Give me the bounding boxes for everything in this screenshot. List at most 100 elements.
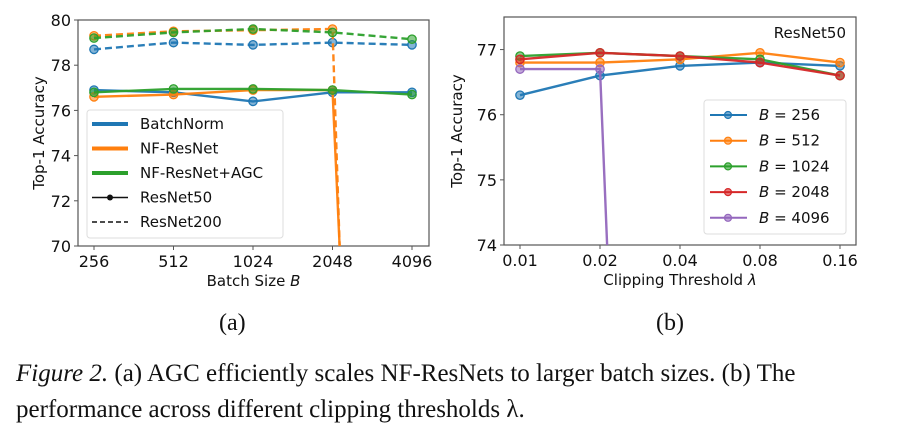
- legend-box: [703, 99, 847, 235]
- data-point: [595, 64, 605, 74]
- data-point: [407, 34, 417, 45]
- legend-label: B = 2048: [759, 183, 830, 201]
- legend-marker: [723, 136, 733, 145]
- subfigure-label-b: (b): [656, 310, 684, 336]
- chart-b-y-axis-label: Top-1 Accuracy: [448, 74, 466, 189]
- data-point: [675, 51, 685, 61]
- legend-label: ResNet50: [140, 189, 212, 207]
- data-point: [515, 90, 525, 101]
- data-point: [248, 96, 258, 107]
- data-point: [89, 87, 99, 98]
- legend-item: B = 512: [710, 132, 820, 150]
- legend-label: NF-ResNet+AGC: [140, 164, 263, 182]
- data-point: [168, 27, 179, 38]
- data-point: [248, 40, 258, 50]
- x-tick-label: 0.16: [822, 251, 858, 270]
- chart-b-annotation: ResNet50: [774, 24, 846, 42]
- y-tick-label: 70: [51, 237, 71, 256]
- legend-item: NF-ResNet: [92, 140, 219, 158]
- series-line: [520, 67, 609, 245]
- chart-a-y-axis-label: Top-1 Accuracy: [30, 76, 48, 191]
- data-point: [89, 33, 99, 43]
- chart-a-x-ticks: 256 512 1024 2048 4096: [79, 246, 433, 271]
- y-tick-label: 75: [477, 171, 497, 190]
- data-point: [515, 54, 525, 65]
- legend-label: B = 256: [759, 106, 820, 124]
- legend-box: [86, 109, 284, 239]
- data-point: [407, 89, 417, 100]
- chart-a-legend: BatchNorm NF-ResNet NF-ResNet+AGC ResNet50 R…: [86, 109, 284, 239]
- legend-symbol: B: [759, 157, 769, 175]
- data-point: [835, 57, 845, 68]
- chart-a-series: [89, 24, 417, 246]
- x-tick-label: 0.02: [582, 251, 618, 270]
- legend-item: NF-ResNet+AGC: [92, 164, 263, 182]
- legend-label: B = 1024: [759, 157, 830, 175]
- data-point: [168, 84, 179, 94]
- y-tick-label: 80: [51, 11, 71, 30]
- legend-value: = 1024: [769, 157, 829, 175]
- series-nf-resnet-agc-resnet200: [89, 24, 417, 45]
- legend-item: B = 2048: [710, 183, 830, 201]
- series-b-2048: [515, 47, 845, 81]
- legend-symbol: B: [759, 183, 769, 201]
- legend-label: B = 512: [759, 132, 820, 150]
- chart-a: 70 72 74 76 78 80 256 512 1024 2048 4096 Batch Si…: [30, 11, 432, 290]
- legend-marker: [723, 188, 733, 197]
- series-nf-resnet-agc-resnet50: [89, 84, 417, 100]
- chart-b-x-ticks: 0.01 0.02 0.04 0.08 0.16: [502, 245, 858, 270]
- legend-label: B = 4096: [759, 209, 830, 227]
- x-tick-label: 4096: [392, 252, 433, 271]
- chart-a-x-axis-label: Batch Size B: [207, 272, 301, 290]
- subfigure-label-a: (a): [219, 310, 246, 336]
- figure-caption-label: Figure 2.: [16, 360, 109, 387]
- legend-marker: [107, 194, 113, 201]
- chart-a-y-ticks: 70 72 74 76 78 80: [51, 11, 78, 256]
- x-tick-label: 0.01: [502, 251, 538, 270]
- legend-item: B = 4096: [710, 209, 830, 227]
- legend-marker: [723, 162, 733, 171]
- series-b-4096: [515, 64, 609, 245]
- legend-label: NF-ResNet: [140, 140, 219, 158]
- x-axis-label-symbol: B: [290, 272, 300, 290]
- data-point: [89, 44, 99, 55]
- x-axis-label-symbol: λ: [747, 271, 757, 289]
- chart-b: 74 75 76 77 0.01 0.02 0.04 0.08 0.16 Clipping T…: [448, 16, 858, 289]
- legend-symbol: B: [759, 132, 769, 150]
- legend-label: ResNet200: [140, 213, 222, 231]
- x-axis-label-text: Batch Size: [207, 272, 290, 290]
- legend-item: ResNet200: [92, 213, 222, 231]
- data-point: [248, 24, 258, 34]
- y-tick-label: 76: [477, 106, 497, 125]
- chart-b-series: [515, 47, 845, 245]
- legend-value: = 4096: [769, 209, 829, 227]
- figure-caption-text: (a) AGC efficiently scales NF-ResNets to…: [16, 360, 796, 423]
- y-tick-label: 74: [51, 147, 71, 166]
- legend-value: = 512: [769, 132, 820, 150]
- legend-item: B = 256: [710, 106, 820, 124]
- data-point: [755, 57, 765, 68]
- x-tick-label: 2048: [312, 252, 353, 271]
- data-point: [248, 84, 258, 94]
- legend-marker: [723, 213, 733, 222]
- legend-value: = 256: [769, 106, 820, 124]
- x-tick-label: 0.04: [662, 251, 698, 270]
- y-tick-label: 78: [51, 56, 71, 75]
- series-batchnorm-resnet200: [89, 37, 417, 55]
- legend-item: BatchNorm: [92, 115, 224, 133]
- y-tick-label: 72: [51, 192, 71, 211]
- data-point: [327, 27, 338, 38]
- data-point: [595, 47, 605, 58]
- chart-b-x-axis-label: Clipping Threshold λ: [603, 271, 756, 289]
- x-tick-label: 1024: [233, 252, 274, 271]
- data-point: [327, 85, 338, 95]
- x-axis-label-text: Clipping Threshold: [603, 271, 748, 289]
- data-point: [168, 37, 179, 48]
- data-point: [835, 70, 845, 81]
- data-point: [515, 64, 525, 74]
- legend-symbol: B: [759, 106, 769, 124]
- x-tick-label: 0.08: [742, 251, 778, 270]
- legend-marker: [723, 110, 733, 120]
